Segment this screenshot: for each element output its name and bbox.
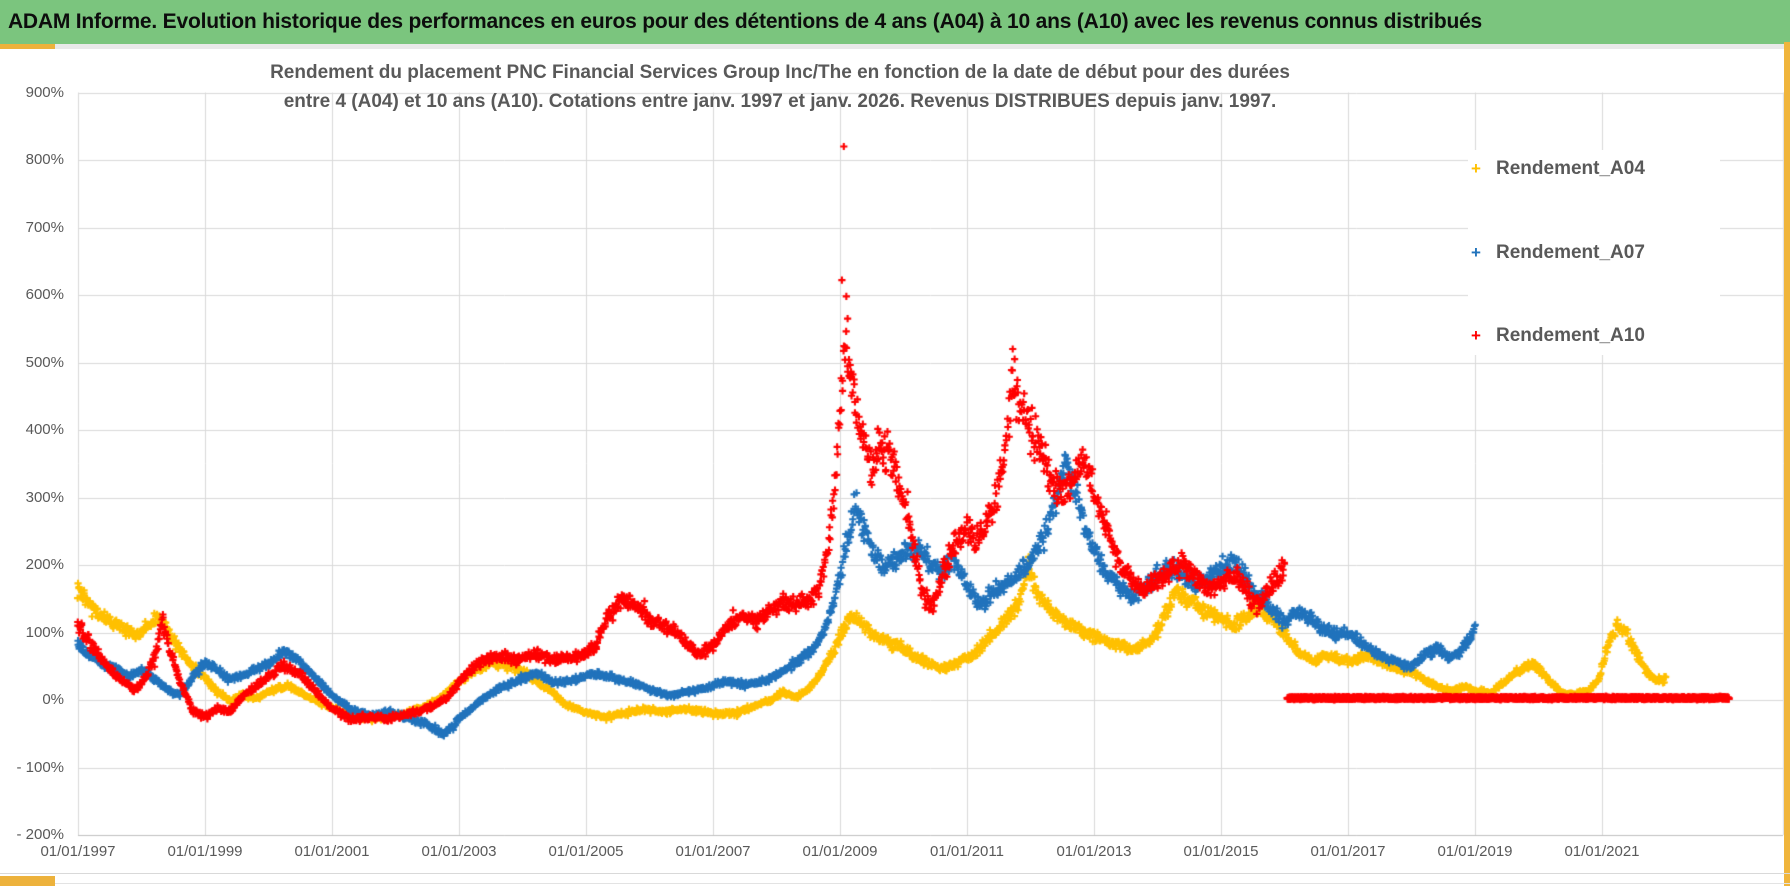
x-tick-label: 01/01/2009 [802, 843, 878, 860]
x-tick-label: 01/01/1997 [40, 843, 116, 860]
chart-title-line1: Rendement du placement PNC Financial Ser… [270, 62, 1290, 83]
chart-title: Rendement du placement PNC Financial Ser… [90, 58, 1470, 116]
x-tick-label: 01/01/2015 [1183, 843, 1259, 860]
y-tick-label: - 100% [16, 758, 64, 776]
y-tick-label: 400% [25, 421, 64, 438]
y-tick-label: 900% [25, 83, 64, 101]
legend-label: Rendement_A10 [1496, 325, 1645, 346]
x-tick-label: 01/01/2013 [1056, 843, 1132, 860]
frame-right-accent [1784, 42, 1790, 886]
y-tick-label: 100% [25, 623, 64, 641]
x-tick-label: 01/01/2007 [675, 843, 751, 860]
plus-marker-icon: + [1471, 326, 1481, 345]
x-tick-label: 01/01/2003 [421, 843, 497, 860]
legend-item-rendement_a07: + Rendement_A07 [1468, 242, 1720, 264]
chart-title-line2: entre 4 (A04) et 10 ans (A10). Cotations… [283, 91, 1277, 112]
y-tick-label: 500% [25, 353, 64, 371]
x-tick-label: 01/01/2001 [294, 843, 370, 860]
legend-label: Rendement_A04 [1496, 158, 1645, 179]
legend-item-rendement_a04: + Rendement_A04 [1468, 158, 1720, 180]
y-tick-label: 300% [25, 488, 64, 506]
y-tick-label: - 200% [16, 826, 64, 843]
x-tick-label: 01/01/2005 [548, 843, 624, 860]
x-tick-label: 01/01/2021 [1564, 843, 1640, 860]
legend-label: Rendement_A07 [1496, 241, 1645, 263]
y-tick-label: 0% [42, 691, 64, 708]
plus-marker-icon: + [1471, 242, 1481, 262]
plus-marker-icon: + [1471, 159, 1481, 178]
legend-item-rendement_a10: + Rendement_A10 [1468, 325, 1720, 347]
y-tick-label: 200% [25, 556, 64, 573]
y-tick-label: 600% [25, 286, 64, 303]
y-tick-label: 800% [25, 151, 64, 168]
frame-bottom-line-2 [55, 883, 1790, 884]
x-tick-label: 01/01/2011 [930, 843, 1004, 860]
frame-bottom-accent [0, 876, 55, 886]
x-tick-label: 01/01/1999 [167, 843, 243, 860]
chart-legend: + Rendement_A04 + Rendement_A07 + Rendement_A… [1468, 150, 1720, 355]
y-tick-label: 700% [25, 218, 64, 236]
frame-bottom-line [0, 873, 1790, 874]
x-tick-label: 01/01/2019 [1437, 843, 1513, 860]
x-tick-label: 01/01/2017 [1310, 843, 1386, 860]
